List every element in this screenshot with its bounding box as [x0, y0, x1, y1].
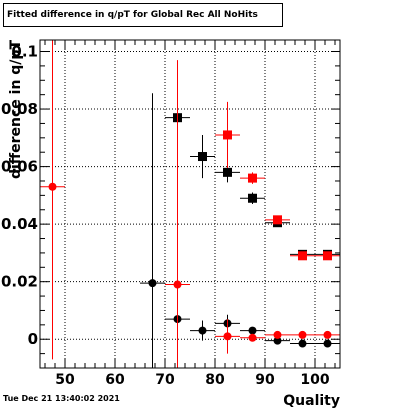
x-tick-label: 80: [205, 372, 225, 388]
data-point-circle: [273, 330, 282, 339]
y-tick-label: 0: [28, 330, 38, 348]
data-point-square: [198, 152, 207, 162]
data-point-circle: [323, 339, 332, 348]
x-tick-label: 100: [300, 372, 329, 388]
axis-ticks: 50 60 70 80 90 100 0 0.02 0.04 0.06 0.08 0.1: [1, 40, 340, 388]
data-point-circle: [248, 333, 257, 342]
data-point-square: [223, 167, 232, 177]
data-point-square: [273, 215, 282, 225]
data-point-circle: [323, 330, 332, 339]
data-point-circle: [173, 280, 182, 289]
data-point-circle: [248, 326, 257, 335]
series-2: [140, 93, 340, 368]
y-tick-label: 0.08: [1, 100, 38, 118]
series-3: [40, 40, 340, 368]
data-point-square: [323, 251, 332, 261]
series-1: [215, 101, 340, 261]
data-point-circle: [273, 336, 282, 345]
data-point-square: [223, 130, 232, 140]
data-point-square: [298, 251, 307, 261]
data-point-square: [248, 193, 257, 203]
data-point-circle: [48, 182, 57, 191]
chart-title-box: Fitted difference in q/pT for Global Rec…: [3, 3, 283, 27]
y-tick-label: 0.02: [1, 273, 38, 291]
data-series: [40, 40, 340, 368]
grid-lines: [40, 40, 340, 368]
y-tick-label: 0.1: [11, 43, 38, 61]
plot-frame: [39, 39, 341, 369]
data-point-circle: [223, 332, 232, 341]
y-tick-label: 0.06: [1, 158, 38, 176]
data-point-square: [248, 173, 257, 183]
y-tick-label: 0.04: [1, 215, 38, 233]
series-0: [165, 113, 340, 259]
x-tick-label: 50: [55, 372, 75, 388]
x-tick-label: 70: [155, 372, 175, 388]
x-tick-label: 60: [105, 372, 125, 388]
data-point-circle: [148, 279, 157, 288]
timestamp: Tue Dec 21 13:40:02 2021: [3, 394, 120, 403]
data-point-circle: [298, 339, 307, 348]
x-axis-title: Quality: [283, 393, 340, 409]
chart-title: Fitted difference in q/pT for Global Rec…: [7, 10, 258, 20]
data-point-circle: [198, 326, 207, 335]
data-point-circle: [298, 330, 307, 339]
y-axis-title: difference in q/pT: [8, 40, 24, 179]
x-tick-label: 90: [255, 372, 275, 388]
